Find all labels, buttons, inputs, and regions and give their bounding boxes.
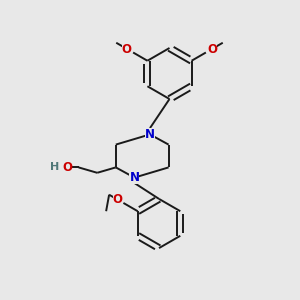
Text: O: O [207, 43, 218, 56]
Text: O: O [122, 43, 132, 56]
Text: O: O [62, 161, 72, 174]
Text: H: H [50, 162, 59, 172]
Text: N: N [129, 171, 140, 184]
Text: N: N [145, 128, 155, 141]
Text: O: O [113, 193, 123, 206]
